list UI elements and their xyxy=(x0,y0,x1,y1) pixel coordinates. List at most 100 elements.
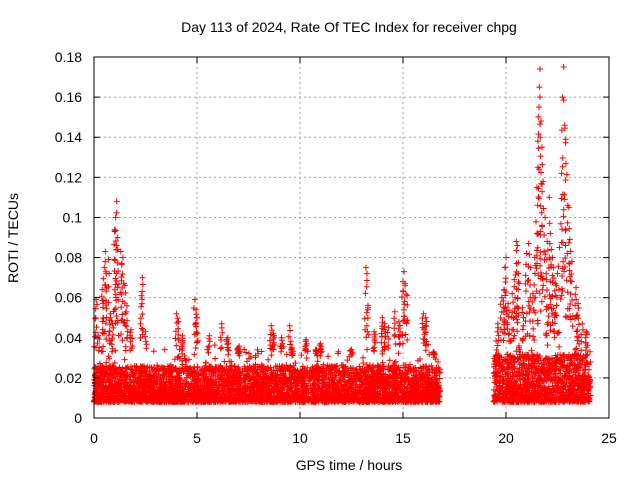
data-point xyxy=(212,355,219,362)
data-point xyxy=(386,357,393,364)
data-point xyxy=(301,382,308,389)
data-point xyxy=(254,346,261,353)
data-point xyxy=(426,384,433,391)
data-point xyxy=(354,371,361,378)
data-point xyxy=(310,380,317,387)
data-point xyxy=(422,378,429,385)
data-point xyxy=(279,384,286,391)
data-point xyxy=(314,385,321,392)
data-point xyxy=(278,391,285,398)
data-point xyxy=(259,397,266,404)
data-point xyxy=(357,387,364,394)
data-point xyxy=(124,371,131,378)
data-point xyxy=(354,390,361,397)
data-point xyxy=(211,366,218,373)
data-point xyxy=(381,389,388,396)
data-point xyxy=(214,388,221,395)
data-point xyxy=(173,398,180,405)
data-point xyxy=(193,369,200,376)
data-point xyxy=(283,362,290,369)
data-point xyxy=(265,356,272,363)
data-point xyxy=(105,371,112,378)
data-point xyxy=(326,396,333,403)
data-point xyxy=(182,366,189,373)
data-point xyxy=(375,378,382,385)
data-point xyxy=(259,378,266,385)
data-point xyxy=(311,368,318,375)
data-point xyxy=(387,365,394,372)
data-point xyxy=(280,371,287,378)
data-point xyxy=(167,393,174,400)
data-point xyxy=(117,369,124,376)
data-point xyxy=(179,380,186,387)
data-point xyxy=(414,391,421,398)
data-point xyxy=(232,390,239,397)
data-point xyxy=(417,364,424,371)
data-point xyxy=(92,374,99,381)
data-point xyxy=(127,398,134,405)
data-point xyxy=(323,384,330,391)
data-point xyxy=(229,375,236,382)
data-point xyxy=(310,388,317,395)
data-point xyxy=(350,388,357,395)
data-point xyxy=(122,376,129,383)
data-point xyxy=(255,379,262,386)
data-point xyxy=(136,379,143,386)
data-point xyxy=(318,397,325,404)
data-point xyxy=(380,397,387,404)
data-point xyxy=(394,390,401,397)
data-point xyxy=(104,372,111,379)
data-point xyxy=(408,377,415,384)
data-point xyxy=(119,374,126,381)
data-point xyxy=(358,381,365,388)
data-point xyxy=(428,376,435,383)
data-point xyxy=(286,398,293,405)
data-point xyxy=(91,391,98,398)
data-point xyxy=(221,358,228,365)
data-point xyxy=(285,378,292,385)
data-point xyxy=(242,388,249,395)
data-point xyxy=(171,385,178,392)
data-point xyxy=(185,386,192,393)
data-point xyxy=(113,384,120,391)
data-point xyxy=(370,377,377,384)
data-point xyxy=(407,366,414,373)
data-point xyxy=(283,383,290,390)
data-point xyxy=(231,367,238,374)
data-point xyxy=(268,369,275,376)
data-point xyxy=(400,381,407,388)
data-point xyxy=(333,372,340,379)
data-point xyxy=(366,398,373,405)
data-point xyxy=(146,368,153,375)
data-point xyxy=(366,384,373,391)
data-point xyxy=(119,397,126,404)
data-point xyxy=(289,368,296,375)
data-point xyxy=(307,385,314,392)
data-point xyxy=(192,372,199,379)
data-point xyxy=(432,396,439,403)
data-point xyxy=(105,353,112,360)
data-point xyxy=(98,370,105,377)
data-point xyxy=(206,371,213,378)
data-point xyxy=(295,370,302,377)
data-point xyxy=(283,366,290,373)
data-point xyxy=(405,375,412,382)
data-point xyxy=(348,382,355,389)
data-point xyxy=(206,397,213,404)
data-point xyxy=(153,380,160,387)
data-point xyxy=(129,371,136,378)
data-point xyxy=(207,380,214,387)
data-point xyxy=(230,370,237,377)
data-point xyxy=(314,358,321,365)
data-point xyxy=(251,392,258,399)
data-point xyxy=(127,378,134,385)
data-point xyxy=(410,388,417,395)
data-point xyxy=(299,395,306,402)
data-point xyxy=(408,397,415,404)
data-point xyxy=(339,362,346,369)
data-point xyxy=(433,397,440,404)
data-point xyxy=(258,364,265,371)
data-point xyxy=(191,351,198,358)
